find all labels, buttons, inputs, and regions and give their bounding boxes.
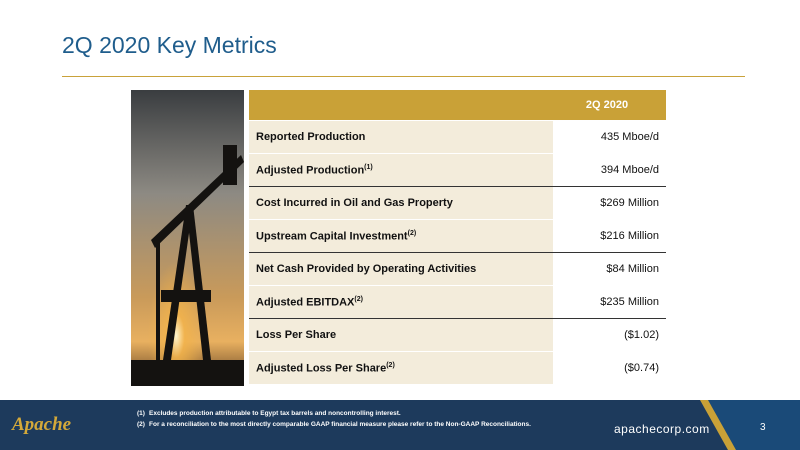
row-value: $84 Million xyxy=(553,252,666,286)
table-row: Net Cash Provided by Operating Activitie… xyxy=(249,252,666,286)
row-label-cell: Loss Per Share xyxy=(249,318,553,352)
row-label-cell: Adjusted Production(1) xyxy=(249,153,553,187)
row-label-cell: Reported Production xyxy=(249,120,553,154)
column-header: 2Q 2020 xyxy=(249,90,666,121)
row-label: Upstream Capital Investment xyxy=(256,230,408,243)
slide-title: 2Q 2020 Key Metrics xyxy=(62,32,277,58)
row-label: Cost Incurred in Oil and Gas Property xyxy=(256,197,453,209)
table-row: Adjusted EBITDAX(2) $235 Million xyxy=(249,285,666,319)
header-row: 2Q 2020 xyxy=(249,90,666,121)
row-note: (2) xyxy=(354,295,363,303)
footnote: (1) Excludes production attributable to E… xyxy=(137,408,531,419)
logo: Apache xyxy=(12,414,72,435)
row-label-cell: Adjusted Loss Per Share(2) xyxy=(249,351,553,384)
row-value: 394 Mboe/d xyxy=(553,153,666,187)
row-value: $216 Million xyxy=(553,219,666,253)
row-value: $235 Million xyxy=(553,285,666,319)
footnote-marker: (2) xyxy=(137,421,145,428)
row-label: Adjusted Loss Per Share xyxy=(256,362,387,375)
row-note: (2) xyxy=(407,229,417,237)
pumpjack-photo xyxy=(131,90,244,386)
table-row: Loss Per Share ($1.02) xyxy=(249,318,666,352)
page-number: 3 xyxy=(760,422,766,433)
footnote: (2) For a reconciliation to the most dire… xyxy=(137,419,531,430)
row-label: Net Cash Provided by Operating Activitie… xyxy=(256,263,477,275)
row-label: Adjusted Production xyxy=(256,164,365,177)
title-rule xyxy=(62,76,745,77)
row-label: Adjusted EBITDAX xyxy=(256,296,355,309)
footnote-text: For a reconciliation to the most directl… xyxy=(149,421,531,428)
row-label-cell: Net Cash Provided by Operating Activitie… xyxy=(249,252,553,286)
footnote-text: Excludes production attributable to Egyp… xyxy=(149,410,401,417)
metrics-table: 2Q 2020 Reported Production 435 Mboe/d Adj… xyxy=(249,90,666,384)
table-row: Cost Incurred in Oil and Gas Property $26… xyxy=(249,186,666,220)
row-label: Reported Production xyxy=(256,131,366,143)
row-value: 435 Mboe/d xyxy=(553,120,666,154)
row-label-cell: Upstream Capital Investment(2) xyxy=(249,219,553,253)
row-value: ($1.02) xyxy=(553,318,666,352)
row-label-cell: Cost Incurred in Oil and Gas Property xyxy=(249,186,553,220)
footnote-marker: (1) xyxy=(137,410,145,417)
row-label: Loss Per Share xyxy=(256,329,337,341)
table-row: Adjusted Production(1) 394 Mboe/d xyxy=(249,153,666,187)
table-row: Adjusted Loss Per Share(2) ($0.74) xyxy=(249,351,666,384)
table-row: Upstream Capital Investment(2) $216 Milli… xyxy=(249,219,666,253)
row-note: (2) xyxy=(386,361,395,369)
footnotes: (1) Excludes production attributable to E… xyxy=(137,408,531,430)
row-label-cell: Adjusted EBITDAX(2) xyxy=(249,285,553,319)
row-value: ($0.74) xyxy=(553,351,666,384)
row-value: $269 Million xyxy=(553,186,666,220)
website: apachecorp.com xyxy=(614,422,710,436)
table-row: Reported Production 435 Mboe/d xyxy=(249,120,666,154)
row-note: (1) xyxy=(364,163,373,171)
footer-bar xyxy=(0,400,800,450)
